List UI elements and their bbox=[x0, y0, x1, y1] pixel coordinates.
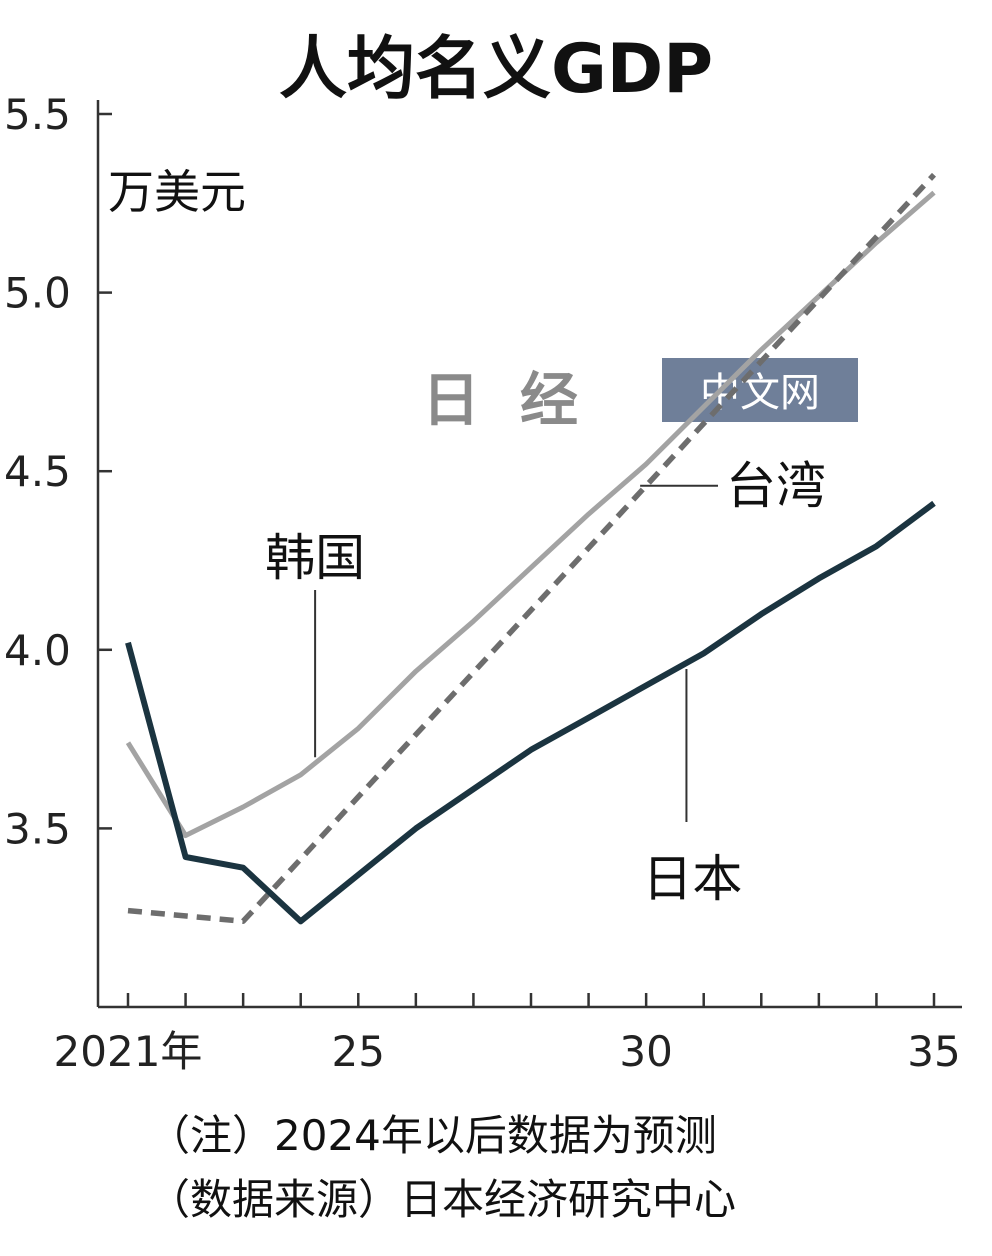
y-tick-label: 5.0 bbox=[4, 269, 71, 318]
y-tick-label: 3.5 bbox=[4, 804, 71, 853]
y-tick-label: 4.0 bbox=[4, 626, 71, 675]
series-layer bbox=[125, 172, 937, 925]
note-source: （数据来源）日本经济研究中心 bbox=[148, 1175, 736, 1224]
watermark-glyphs: 日经 bbox=[422, 366, 618, 434]
series-label-韩国: 韩国 bbox=[265, 529, 365, 587]
y-axis-unit-label: 万美元 bbox=[108, 165, 246, 219]
x-tick-label: 30 bbox=[619, 1027, 672, 1076]
series-line-日本 bbox=[125, 500, 936, 925]
series-line-韩国 bbox=[125, 190, 936, 838]
x-tick-label: 25 bbox=[332, 1027, 385, 1076]
y-tick-label: 4.5 bbox=[4, 447, 71, 496]
axes: 3.5 4.0 4.5 5.0 5.5 2021年 25 30 35 bbox=[4, 90, 962, 1076]
note-forecast: （注）2024年以后数据为预测 bbox=[148, 1111, 717, 1160]
chart-title: 人均名义GDP bbox=[279, 30, 713, 109]
watermark-box bbox=[662, 358, 858, 422]
series-line-台湾 bbox=[127, 172, 937, 925]
x-tick-label: 35 bbox=[907, 1027, 960, 1076]
watermark-logo: 日经 中文网 bbox=[422, 358, 858, 434]
series-label-台湾: 台湾 bbox=[726, 457, 826, 515]
x-tick-label: 2021年 bbox=[54, 1027, 203, 1076]
y-tick-label: 5.5 bbox=[4, 90, 71, 139]
series-label-日本: 日本 bbox=[642, 850, 742, 908]
